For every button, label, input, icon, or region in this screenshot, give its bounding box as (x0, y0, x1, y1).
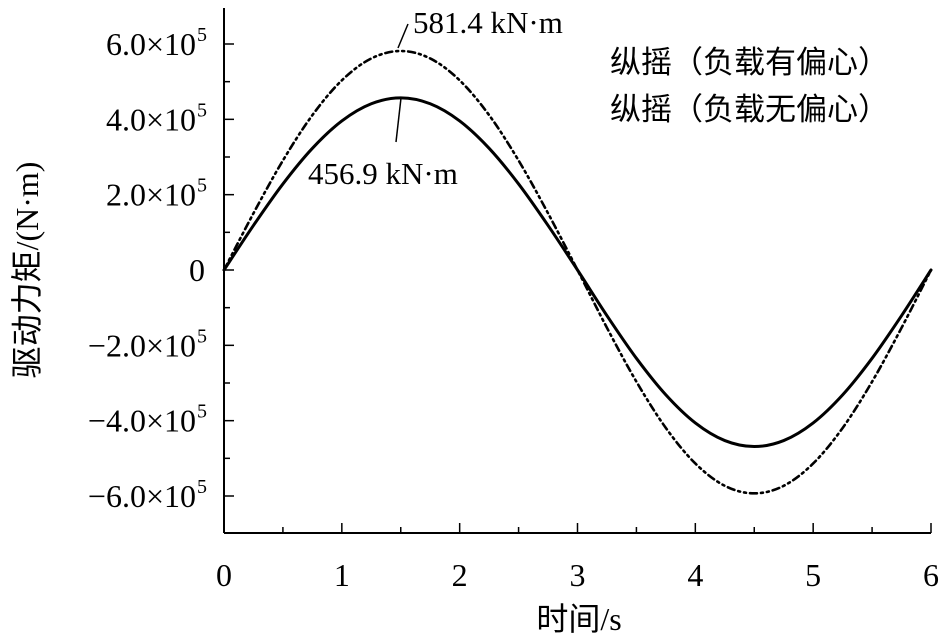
y-tick-label: 4.0×10 (106, 101, 196, 137)
y-axis-title: 驱动力矩/(N·m) (9, 162, 45, 379)
peak-without-leader (395, 97, 402, 143)
y-ticks: 6.0×10 54.0×10 52.0×10 50−2.0×10 5−4.0×10 5−6… (88, 24, 234, 514)
x-tick-label: 1 (334, 557, 350, 593)
legend-label-without-eccentric: 纵摇（负载无偏心） (610, 92, 889, 128)
y-tick-exponent: 5 (197, 401, 207, 423)
y-tick-label: −4.0×10 (88, 403, 196, 439)
x-tick-label: 3 (570, 557, 586, 593)
x-ticks: 0 1 2 3 4 5 6 (216, 523, 939, 593)
peak-with-leader (397, 23, 409, 49)
y-tick-label: −6.0×10 (88, 478, 196, 514)
annotation-peak-without: 456.9 kN·m (308, 156, 458, 191)
series-line-1 (222, 96, 933, 449)
annotation-peak-with: 581.4 kN·m (413, 5, 563, 40)
x-axis-title: 时间/s (536, 601, 621, 637)
y-tick-exponent: 5 (197, 476, 207, 498)
x-tick-label: 6 (923, 557, 939, 593)
y-tick-exponent: 5 (197, 175, 207, 197)
x-tick-label: 4 (687, 557, 703, 593)
x-tick-label: 0 (216, 557, 232, 593)
y-tick-label: 2.0×10 (106, 177, 196, 213)
y-tick-exponent: 5 (197, 24, 207, 46)
y-tick-label: 6.0×10 (106, 26, 196, 62)
y-tick-exponent: 5 (197, 99, 207, 121)
x-tick-label: 2 (452, 557, 468, 593)
legend-label-with-eccentric: 纵摇（负载有偏心） (610, 45, 889, 81)
y-tick-exponent: 5 (197, 325, 207, 347)
y-tick-label: 0 (189, 252, 205, 288)
y-tick-label: −2.0×10 (88, 327, 196, 363)
x-tick-label: 5 (805, 557, 821, 593)
series-layer (222, 49, 933, 495)
